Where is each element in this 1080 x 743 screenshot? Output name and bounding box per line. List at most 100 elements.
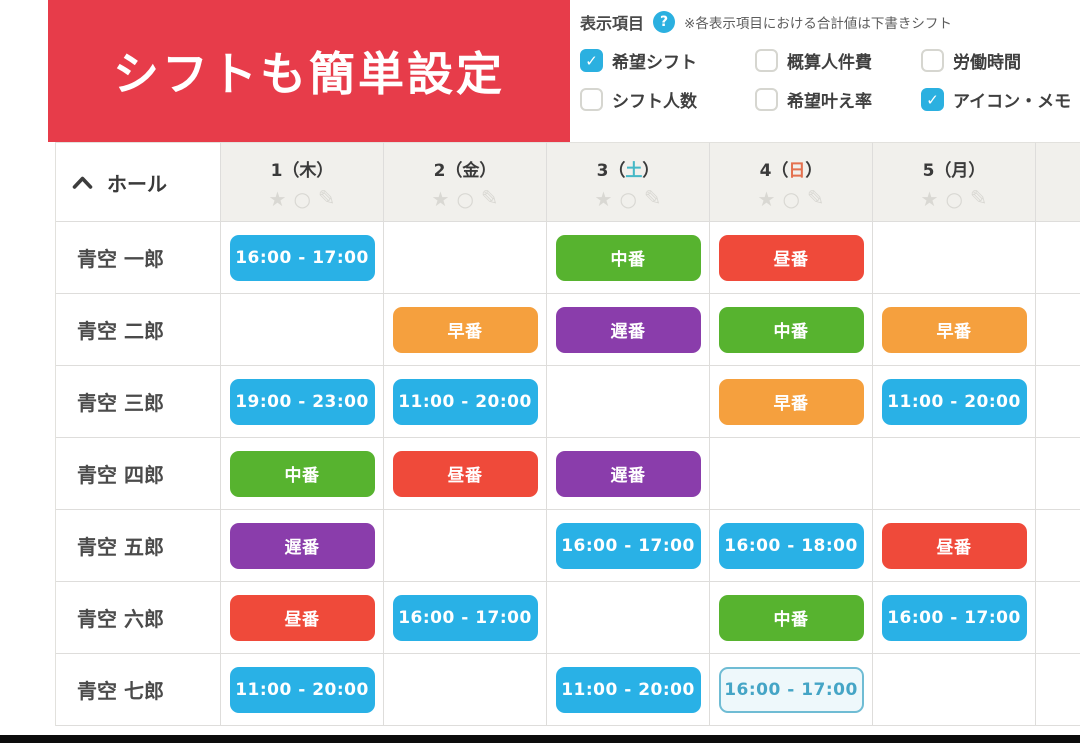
checkbox-icon-memo[interactable]: ✓ アイコン・メモ <box>921 87 1080 112</box>
shift-cell[interactable] <box>547 582 710 654</box>
shift-badge[interactable]: 早番 <box>881 306 1027 353</box>
shift-cell[interactable] <box>547 366 710 438</box>
shift-badge[interactable]: 遅番 <box>229 522 375 569</box>
checkbox-label: シフト人数 <box>612 92 697 112</box>
checkbox-box[interactable] <box>921 49 944 72</box>
shift-badge[interactable]: 中番 <box>718 594 864 641</box>
star-icon[interactable]: ★ <box>431 186 450 211</box>
shift-cell[interactable]: 早番 <box>384 294 547 366</box>
shift-cell[interactable] <box>1036 366 1080 438</box>
shift-cell[interactable] <box>384 222 547 294</box>
shift-cell[interactable]: 遅番 <box>221 510 384 582</box>
shift-cell[interactable]: 遅番 <box>547 294 710 366</box>
star-icon[interactable]: ★ <box>757 186 776 211</box>
shift-badge[interactable]: 昼番 <box>881 522 1027 569</box>
star-icon[interactable]: ★ <box>920 186 939 211</box>
shift-cell[interactable]: 早番 <box>710 366 873 438</box>
shift-cell[interactable]: 中番 <box>221 438 384 510</box>
checkbox-box[interactable]: ✓ <box>921 88 944 111</box>
pencil-icon[interactable]: ✎ <box>480 186 499 210</box>
shift-cell[interactable]: 昼番 <box>221 582 384 654</box>
star-icon[interactable]: ★ <box>268 186 287 211</box>
shift-badge[interactable]: 16:00 - 17:00 <box>555 522 701 569</box>
shift-badge[interactable]: 遅番 <box>555 450 701 497</box>
shift-cell[interactable] <box>873 222 1036 294</box>
shift-cell[interactable] <box>1036 294 1080 366</box>
checkbox-box[interactable] <box>580 88 603 111</box>
day-of-week: 金 <box>462 161 480 181</box>
shift-badge[interactable]: 11:00 - 20:00 <box>555 666 701 713</box>
shift-cell[interactable]: 16:00 - 17:00 <box>547 510 710 582</box>
circle-icon[interactable]: ○ <box>293 186 311 211</box>
shift-badge[interactable]: 早番 <box>392 306 538 353</box>
shift-cell[interactable]: 昼番 <box>873 510 1036 582</box>
shift-cell[interactable]: 11:00 - 20:00 <box>384 366 547 438</box>
circle-icon[interactable]: ○ <box>945 186 963 211</box>
checkbox-wish-fulfillment-rate[interactable]: 希望叶え率 <box>755 87 921 112</box>
circle-icon[interactable]: ○ <box>619 186 637 211</box>
shift-cell[interactable]: 16:00 - 17:00 <box>873 582 1036 654</box>
star-icon[interactable]: ★ <box>594 186 613 211</box>
shift-cell[interactable]: 16:00 - 17:00 <box>710 654 873 726</box>
shift-badge[interactable]: 中番 <box>718 306 864 353</box>
checkbox-box[interactable]: ✓ <box>580 49 603 72</box>
shift-badge[interactable]: 中番 <box>229 450 375 497</box>
shift-badge[interactable]: 11:00 - 20:00 <box>229 666 375 713</box>
shift-cell[interactable]: 11:00 - 20:00 <box>221 654 384 726</box>
checkbox-estimated-labor-cost[interactable]: 概算人件費 <box>755 48 921 73</box>
header-icons: ★ ○ ✎ <box>432 188 499 209</box>
shift-badge[interactable]: 16:00 - 17:00 <box>229 234 375 281</box>
shift-badge[interactable]: 早番 <box>718 378 864 425</box>
shift-badge[interactable]: 遅番 <box>555 306 701 353</box>
shift-cell[interactable]: 16:00 - 17:00 <box>221 222 384 294</box>
pencil-icon[interactable]: ✎ <box>643 186 662 210</box>
shift-cell[interactable]: 中番 <box>547 222 710 294</box>
shift-cell[interactable] <box>221 294 384 366</box>
day-date: 3（土） <box>597 156 660 181</box>
shift-cell[interactable]: 早番 <box>873 294 1036 366</box>
shift-badge[interactable]: 昼番 <box>229 594 375 641</box>
shift-cell[interactable] <box>1036 438 1080 510</box>
shift-badge[interactable]: 昼番 <box>718 234 864 281</box>
checkbox-desired-shift[interactable]: ✓ 希望シフト <box>580 48 755 73</box>
circle-icon[interactable]: ○ <box>782 186 800 211</box>
shift-cell[interactable] <box>1036 654 1080 726</box>
pencil-icon[interactable]: ✎ <box>969 186 988 210</box>
shift-cell[interactable]: 16:00 - 17:00 <box>384 582 547 654</box>
shift-badge[interactable]: 16:00 - 17:00 <box>881 594 1027 641</box>
checkbox-box[interactable] <box>755 49 778 72</box>
chevron-up-icon[interactable] <box>72 176 93 189</box>
shift-badge[interactable]: 中番 <box>555 234 701 281</box>
shift-badge[interactable]: 16:00 - 18:00 <box>718 522 864 569</box>
shift-cell[interactable] <box>384 654 547 726</box>
shift-badge[interactable]: 19:00 - 23:00 <box>229 378 375 425</box>
shift-badge[interactable]: 16:00 - 17:00 <box>392 594 538 641</box>
shift-cell[interactable]: 中番 <box>710 582 873 654</box>
help-icon[interactable]: ? <box>653 11 676 33</box>
checkbox-box[interactable] <box>755 88 778 111</box>
shift-cell[interactable]: 中番 <box>710 294 873 366</box>
shift-cell[interactable]: 11:00 - 20:00 <box>873 366 1036 438</box>
shift-badge[interactable]: 11:00 - 20:00 <box>881 378 1027 425</box>
shift-cell[interactable]: 遅番 <box>547 438 710 510</box>
shift-badge[interactable]: 11:00 - 20:00 <box>392 378 538 425</box>
shift-cell[interactable]: 16:00 - 18:00 <box>710 510 873 582</box>
shift-cell[interactable] <box>873 654 1036 726</box>
pencil-icon[interactable]: ✎ <box>317 186 336 210</box>
pencil-icon[interactable]: ✎ <box>806 186 825 210</box>
shift-cell[interactable] <box>1036 222 1080 294</box>
shift-cell[interactable] <box>1036 582 1080 654</box>
shift-cell[interactable] <box>1036 510 1080 582</box>
circle-icon[interactable]: ○ <box>456 186 474 211</box>
shift-cell[interactable]: 昼番 <box>384 438 547 510</box>
shift-cell[interactable]: 昼番 <box>710 222 873 294</box>
checkbox-working-hours[interactable]: 労働時間 <box>921 48 1080 73</box>
shift-cell[interactable]: 11:00 - 20:00 <box>547 654 710 726</box>
checkbox-shift-count[interactable]: シフト人数 <box>580 87 755 112</box>
shift-cell[interactable] <box>710 438 873 510</box>
shift-badge[interactable]: 16:00 - 17:00 <box>718 666 864 713</box>
shift-cell[interactable]: 19:00 - 23:00 <box>221 366 384 438</box>
shift-badge[interactable]: 昼番 <box>392 450 538 497</box>
shift-cell[interactable] <box>873 438 1036 510</box>
shift-cell[interactable] <box>384 510 547 582</box>
